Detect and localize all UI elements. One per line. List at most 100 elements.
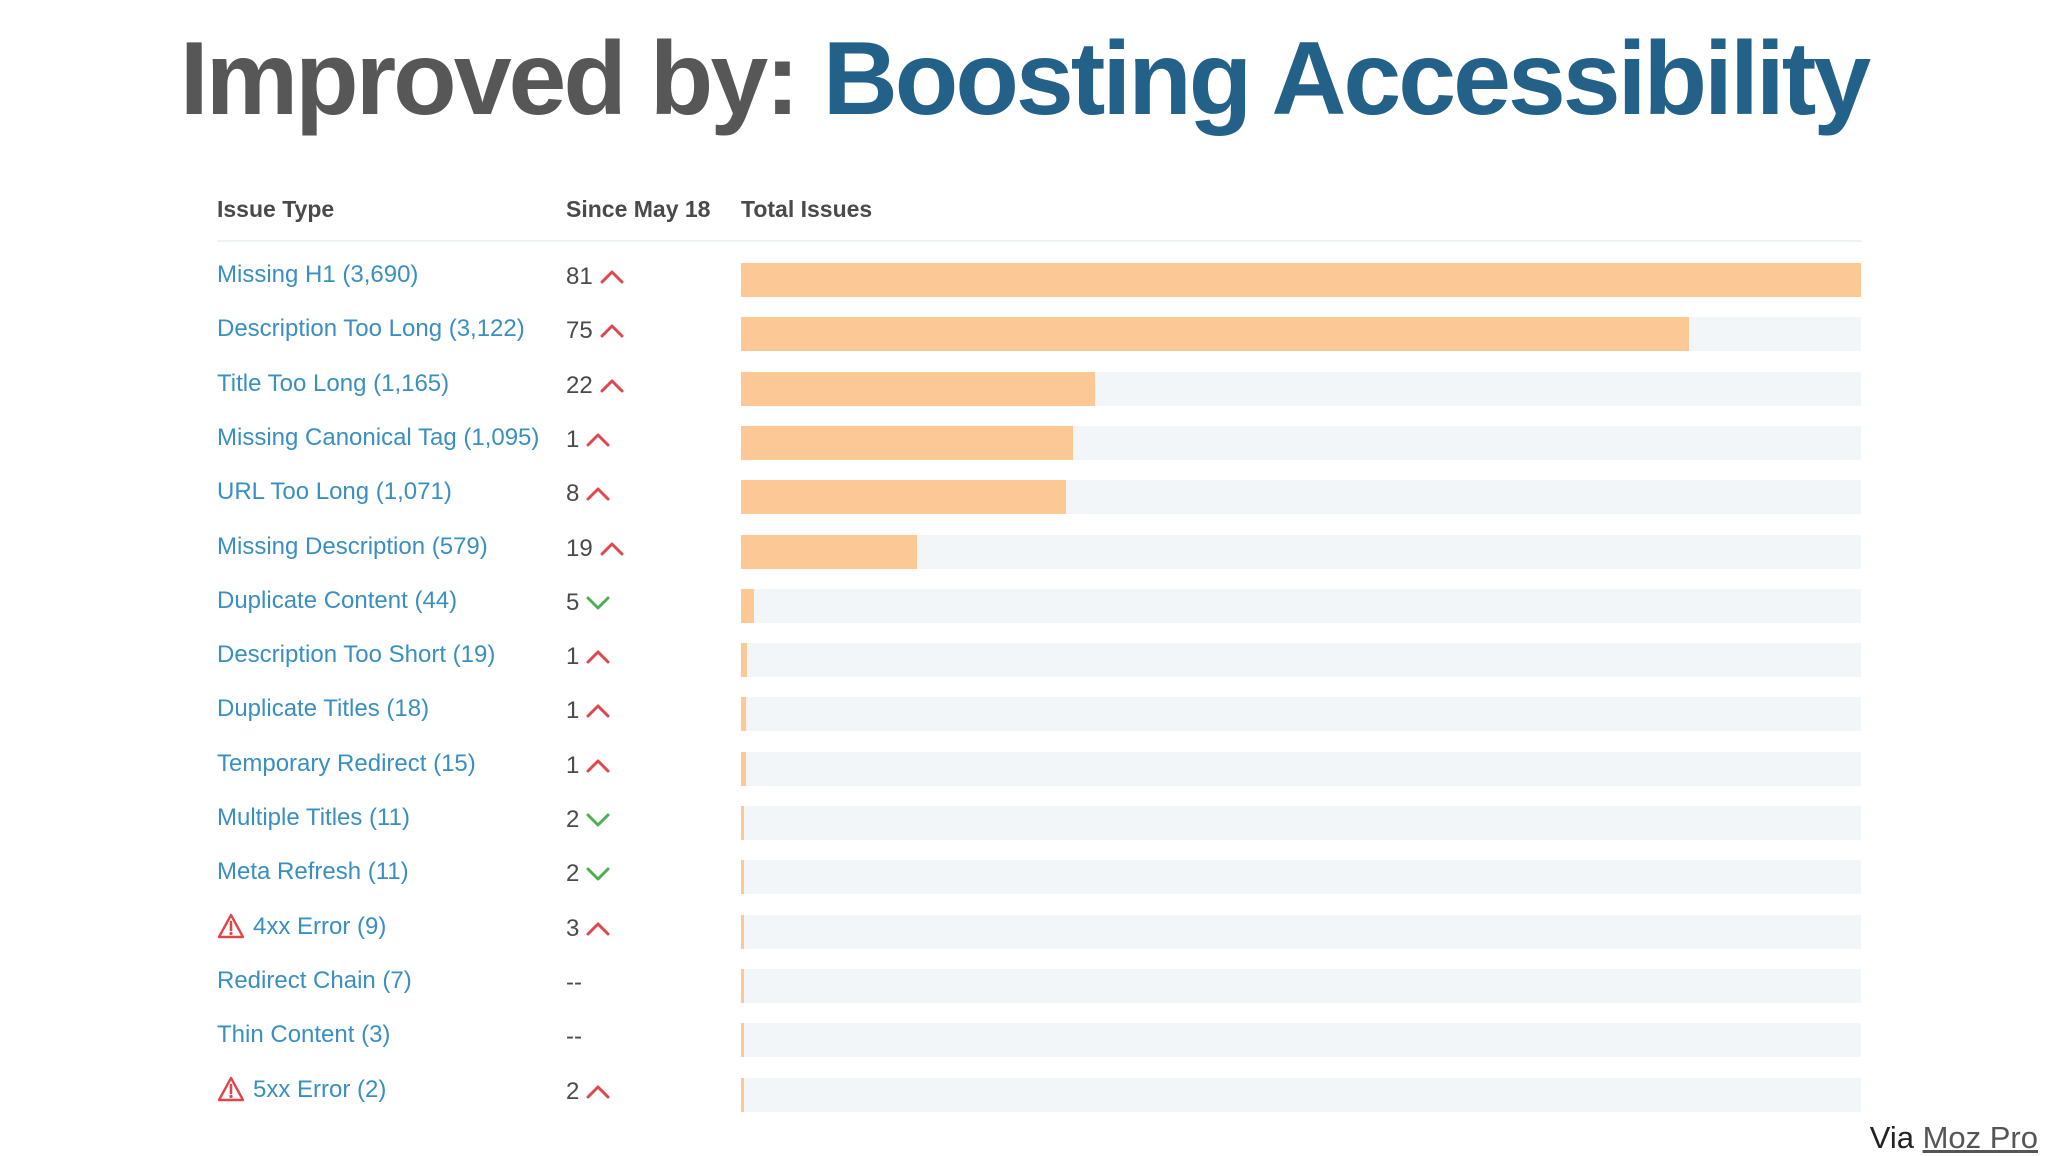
table-row: Multiple Titles (11) 2 xyxy=(0,794,2048,848)
issue-label: URL Too Long (1,071) xyxy=(217,478,452,506)
issue-label: Redirect Chain (7) xyxy=(217,966,412,994)
since-value: 8 xyxy=(566,480,580,508)
arrow-down-icon xyxy=(586,596,610,610)
since-cell: 5 xyxy=(566,589,686,619)
issue-type-link[interactable]: Missing Canonical Tag (1,095) xyxy=(217,424,539,452)
issue-type-link[interactable]: Thin Content (3) xyxy=(217,1021,390,1049)
bar-track xyxy=(741,425,1861,460)
bar-track xyxy=(741,860,1861,895)
total-issues-bar xyxy=(741,1023,744,1058)
total-issues-bar xyxy=(741,806,745,840)
issue-label: Description Too Short (19) xyxy=(217,641,496,669)
warning-icon xyxy=(217,1076,245,1101)
issue-type-link[interactable]: Temporary Redirect (15) xyxy=(217,750,476,778)
since-cell: 22 xyxy=(566,372,686,402)
issue-label: Description Too Long (3,122) xyxy=(217,315,525,343)
table-row: Temporary Redirect (15) 1 xyxy=(0,740,2048,794)
issue-label: Missing H1 (3,690) xyxy=(217,261,419,288)
since-cell: 1 xyxy=(566,643,686,673)
title-prefix: Improved by: xyxy=(179,21,800,137)
bar-track xyxy=(741,914,1861,949)
arrow-up-icon xyxy=(586,704,610,718)
total-issues-bar xyxy=(741,751,746,786)
issue-type-link[interactable]: 5xx Error (2) xyxy=(217,1076,386,1104)
slide-title: Improved by: Boosting Accessibility xyxy=(0,14,2048,144)
since-cell: 1 xyxy=(566,752,686,782)
since-value: 5 xyxy=(566,588,580,616)
issue-type-link[interactable]: URL Too Long (1,071) xyxy=(217,478,452,506)
issue-label: Missing Canonical Tag (1,095) xyxy=(217,423,540,451)
issue-type-link[interactable]: Multiple Titles (11) xyxy=(217,804,410,832)
bar-track xyxy=(741,1023,1861,1058)
table-row: Meta Refresh (11) 2 xyxy=(0,848,2048,902)
issue-type-link[interactable]: Redirect Chain (7) xyxy=(217,967,412,995)
issue-label: 4xx Error (9) xyxy=(253,912,387,940)
since-cell: 3 xyxy=(566,915,686,945)
issue-type-link[interactable]: Duplicate Content (44) xyxy=(217,587,457,615)
arrow-up-icon xyxy=(586,759,610,773)
total-issues-bar xyxy=(741,1077,744,1112)
bar-track xyxy=(741,1077,1861,1112)
table-row: Missing Description (579) 19 xyxy=(0,523,2048,577)
since-cell: 2 xyxy=(566,1078,686,1108)
issue-label: Duplicate Titles (18) xyxy=(217,695,430,723)
table-row: URL Too Long (1,071) 8 xyxy=(0,468,2048,522)
moz-pro-link[interactable]: Moz Pro xyxy=(1922,1120,2038,1155)
title-highlight: Boosting Accessibility xyxy=(822,21,1871,137)
issue-label: 5xx Error (2) xyxy=(253,1075,387,1103)
since-value: 22 xyxy=(566,371,593,399)
warning-icon xyxy=(217,913,245,938)
bar-track xyxy=(741,480,1861,515)
bar-track xyxy=(741,317,1861,352)
total-issues-bar xyxy=(741,697,747,732)
header-divider xyxy=(217,240,1862,242)
issue-type-link[interactable]: Title Too Long (1,165) xyxy=(217,370,449,398)
since-cell: 8 xyxy=(566,480,686,510)
table-row: Redirect Chain (7) -- xyxy=(0,957,2048,1011)
issue-type-link[interactable]: Missing H1 (3,690) xyxy=(217,261,418,289)
issue-label: Missing Description (579) xyxy=(217,532,488,560)
bar-track xyxy=(741,263,1861,297)
issue-type-link[interactable]: Duplicate Titles (18) xyxy=(217,695,429,723)
issue-label: Title Too Long (1,165) xyxy=(217,369,450,397)
total-issues-bar xyxy=(741,914,744,949)
issue-label: Duplicate Content (44) xyxy=(217,586,458,614)
arrow-down-icon xyxy=(586,813,610,827)
issue-type-link[interactable]: Description Too Long (3,122) xyxy=(217,315,525,343)
issue-label: Thin Content (3) xyxy=(217,1021,391,1049)
issue-type-link[interactable]: Description Too Short (19) xyxy=(217,641,495,669)
issue-label: Meta Refresh (11) xyxy=(217,858,409,886)
since-cell: 1 xyxy=(566,426,686,456)
table-row: Missing Canonical Tag (1,095) 1 xyxy=(0,414,2048,468)
since-value: 1 xyxy=(566,751,580,779)
issue-type-link[interactable]: 4xx Error (9) xyxy=(217,913,386,941)
since-cell: 1 xyxy=(566,697,686,727)
attribution-prefix: Via xyxy=(1869,1120,1914,1155)
arrow-up-icon xyxy=(600,324,624,338)
table-header: Issue Type Since May 18 Total Issues xyxy=(0,196,2048,228)
table-row: Description Too Long (3,122) 75 xyxy=(0,305,2048,359)
arrow-up-icon xyxy=(586,922,610,936)
table-row: Duplicate Content (44) 5 xyxy=(0,577,2048,631)
issue-type-link[interactable]: Missing Description (579) xyxy=(217,533,488,561)
since-cell: 75 xyxy=(566,317,686,347)
arrow-up-icon xyxy=(600,379,624,393)
issue-type-link[interactable]: Meta Refresh (11) xyxy=(217,858,409,886)
total-issues-bar xyxy=(741,425,1074,460)
since-value: 2 xyxy=(566,806,580,833)
since-value: 3 xyxy=(566,914,580,942)
since-cell: -- xyxy=(566,969,686,999)
since-cell: -- xyxy=(566,1023,686,1053)
bar-track xyxy=(741,806,1861,840)
column-header-issue-type: Issue Type xyxy=(217,196,335,222)
since-cell: 19 xyxy=(566,535,686,565)
total-issues-bar xyxy=(741,860,745,895)
table-row: Duplicate Titles (18) 1 xyxy=(0,685,2048,739)
total-issues-bar xyxy=(741,263,1861,297)
since-value: 1 xyxy=(566,425,580,453)
table-row: Thin Content (3) -- xyxy=(0,1011,2048,1065)
table-row: Description Too Short (19) 1 xyxy=(0,631,2048,685)
column-header-since: Since May 18 xyxy=(566,196,711,222)
since-value: 2 xyxy=(566,860,580,888)
